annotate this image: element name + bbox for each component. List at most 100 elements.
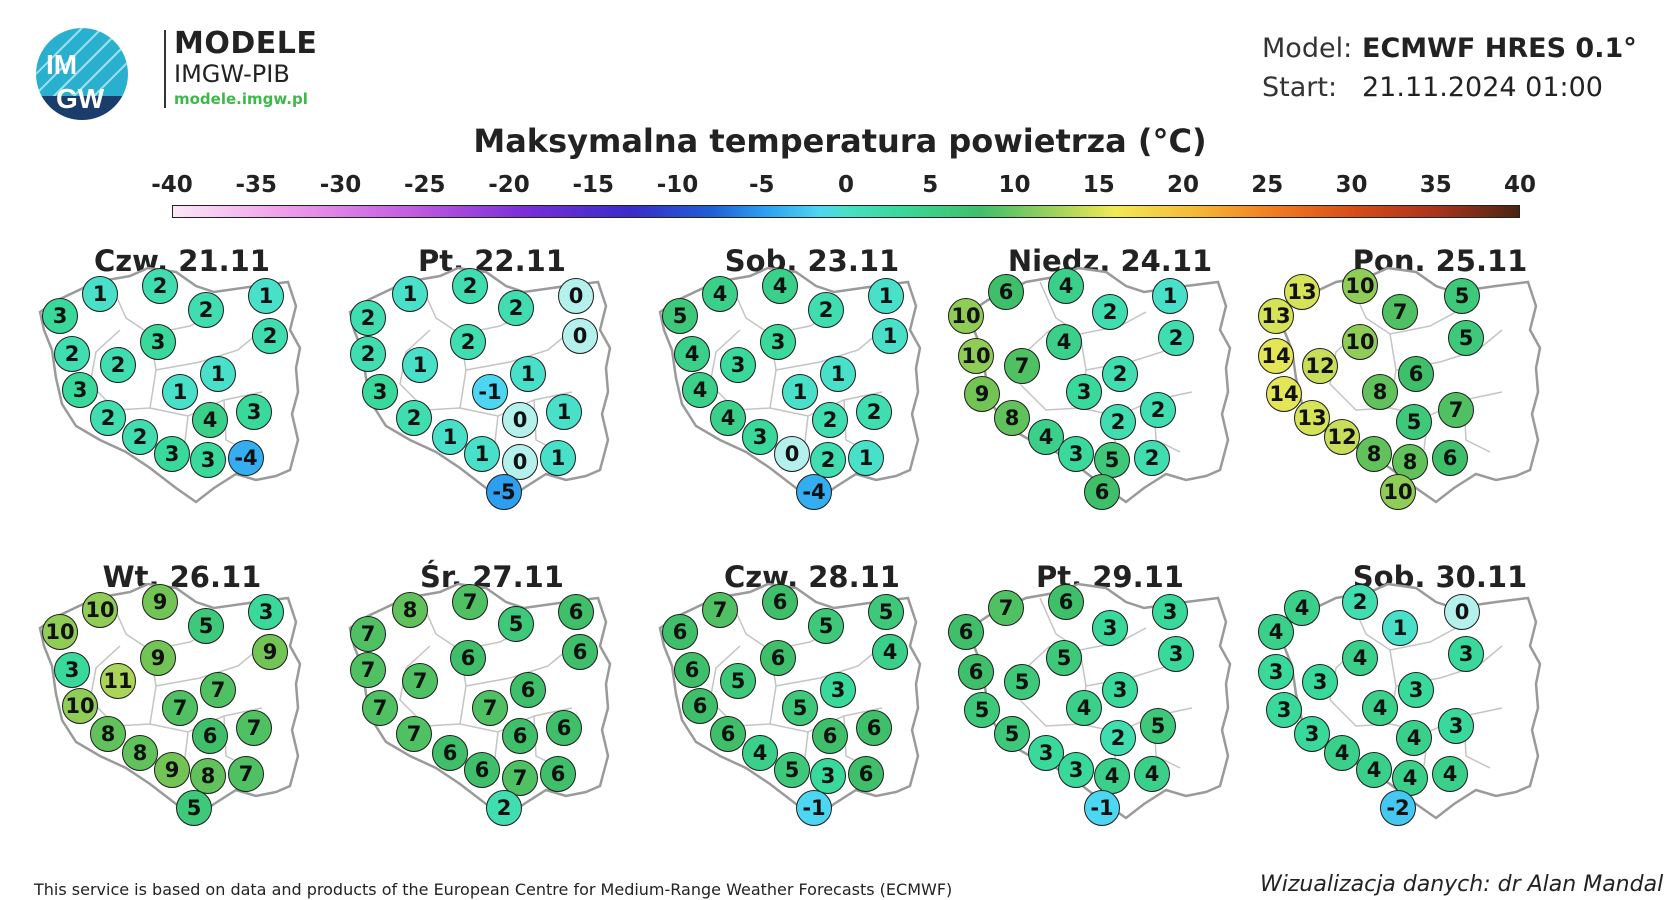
station-temp-marker: 6 — [1398, 356, 1434, 392]
brand-divider — [164, 30, 166, 108]
station-temp-marker: 7 — [228, 756, 264, 792]
station-temp-marker: 3 — [1258, 654, 1294, 690]
station-temp-marker: 3 — [1398, 672, 1434, 708]
station-temp-marker: 6 — [948, 614, 984, 650]
station-temp-marker: 4 — [1432, 756, 1468, 792]
station-temp-marker: 5 — [782, 690, 818, 726]
station-temp-marker: 2 — [54, 336, 90, 372]
station-temp-marker: 8 — [122, 735, 158, 771]
station-temp-marker: 8 — [994, 400, 1030, 436]
station-temp-marker: 2 — [856, 394, 892, 430]
station-temp-marker: 2 — [1158, 320, 1194, 356]
station-temp-marker: 1 — [872, 318, 908, 354]
station-temp-marker: -1 — [796, 790, 832, 826]
station-temp-marker: 6 — [510, 672, 546, 708]
station-temp-marker: 9 — [252, 634, 288, 670]
station-temp-marker: 4 — [1094, 758, 1130, 794]
start-label: Start: — [1262, 72, 1338, 103]
station-temp-marker: 4 — [1324, 735, 1360, 771]
footer-attribution: This service is based on data and produc… — [34, 880, 953, 899]
station-temp-marker: 4 — [1134, 756, 1170, 792]
station-temp-marker: 3 — [760, 324, 796, 360]
station-temp-marker: 1 — [1152, 278, 1188, 314]
station-temp-marker: 2 — [1134, 440, 1170, 476]
chart-title: Maksymalna temperatura powietrza (°C) — [473, 122, 1207, 160]
footer-credit: Wizualizacja danych: dr Alan Mandal — [1260, 872, 1664, 897]
station-temp-marker: 6 — [562, 634, 598, 670]
svg-text:IM: IM — [46, 49, 77, 80]
station-temp-marker: -4 — [228, 440, 264, 476]
station-temp-marker: 3 — [820, 672, 856, 708]
station-temp-marker: 3 — [1294, 716, 1330, 752]
station-temp-marker: 1 — [432, 419, 468, 455]
station-temp-marker: 6 — [958, 654, 994, 690]
colorbar-tick-label: 15 — [1082, 172, 1115, 198]
station-temp-marker: 5 — [1444, 278, 1480, 314]
station-temp-marker: 3 — [1092, 610, 1128, 646]
colorbar-tick-label: 35 — [1419, 172, 1452, 198]
station-temp-marker: 7 — [396, 716, 432, 752]
day-label: Czw. 21.11 — [94, 244, 270, 278]
station-temp-marker: 14 — [1258, 338, 1294, 374]
station-temp-marker: 7 — [350, 616, 386, 652]
station-temp-marker: 5 — [188, 608, 224, 644]
colorbar-tick-label: 5 — [922, 172, 939, 198]
colorbar-tick-label: 30 — [1335, 172, 1368, 198]
station-temp-marker: 6 — [812, 718, 848, 754]
station-temp-marker: 6 — [450, 640, 486, 676]
station-temp-marker: 13 — [1294, 400, 1330, 436]
station-temp-marker: 5 — [868, 594, 904, 630]
station-temp-marker: 11 — [100, 663, 136, 699]
station-temp-marker: 4 — [710, 400, 746, 436]
colorbar-tick-label: -40 — [151, 172, 193, 198]
station-temp-marker: 1 — [82, 276, 118, 312]
station-temp-marker: 3 — [1152, 594, 1188, 630]
station-temp-marker: 8 — [90, 716, 126, 752]
station-temp-marker: 2 — [122, 419, 158, 455]
station-temp-marker: 2 — [810, 442, 846, 478]
station-temp-marker: 2 — [396, 400, 432, 436]
station-temp-marker: 0 — [774, 436, 810, 472]
colorbar-tick-label: 20 — [1166, 172, 1200, 198]
station-temp-marker: 8 — [190, 758, 226, 794]
station-temp-marker: 6 — [662, 614, 698, 650]
station-temp-marker: 4 — [1066, 690, 1102, 726]
station-temp-marker: -1 — [472, 374, 508, 410]
model-label: Model: — [1262, 33, 1353, 64]
colorbar-tick-label: -30 — [319, 172, 362, 198]
station-temp-marker: 2 — [350, 336, 386, 372]
station-temp-marker: 1 — [540, 440, 576, 476]
station-temp-marker: 7 — [452, 584, 488, 620]
station-temp-marker: 4 — [872, 634, 908, 670]
station-temp-marker: 1 — [200, 356, 236, 392]
station-temp-marker: 7 — [350, 652, 386, 688]
station-temp-marker: 3 — [236, 394, 272, 430]
station-temp-marker: -4 — [796, 474, 832, 510]
station-temp-marker: 10 — [62, 688, 98, 724]
brand-url-link[interactable]: modele.imgw.pl — [174, 90, 308, 108]
station-temp-marker: 10 — [1380, 474, 1416, 510]
station-temp-marker: 5 — [662, 298, 698, 334]
colorbar-ticks: -40 -35 -30 -25 -20 -15 -10 -5 0 5 10 15 20 25 30 35 40 — [0, 172, 1680, 206]
station-temp-marker: 6 — [674, 652, 710, 688]
station-temp-marker: 3 — [1448, 636, 1484, 672]
station-temp-marker: 3 — [190, 442, 226, 478]
station-temp-marker: 10 — [42, 614, 78, 650]
station-temp-marker: 4 — [762, 268, 798, 304]
station-temp-marker: 3 — [742, 419, 778, 455]
station-temp-marker: 2 — [498, 290, 534, 326]
station-temp-marker: 6 — [762, 584, 798, 620]
station-temp-marker: 2 — [1342, 584, 1378, 620]
day-label: Czw. 28.11 — [724, 560, 900, 594]
station-temp-marker: 3 — [810, 758, 846, 794]
colorbar-tick-label: -5 — [748, 172, 775, 198]
station-temp-marker: 13 — [1284, 274, 1320, 310]
colorbar-tick-label: -15 — [572, 172, 615, 198]
station-temp-marker: -1 — [1084, 790, 1120, 826]
station-temp-marker: 9 — [154, 752, 190, 788]
colorbar-tick-label: 0 — [837, 172, 855, 198]
station-temp-marker: 3 — [140, 324, 176, 360]
station-temp-marker: 1 — [1382, 610, 1418, 646]
station-temp-marker: 5 — [1140, 708, 1176, 744]
station-temp-marker: 8 — [392, 592, 428, 628]
